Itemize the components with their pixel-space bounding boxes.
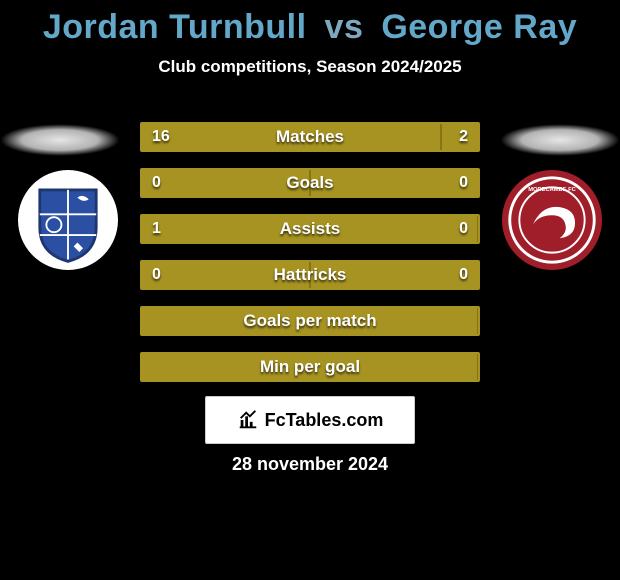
brand-badge[interactable]: FcTables.com <box>205 396 415 444</box>
stat-value-left: 0 <box>152 262 161 288</box>
footer-date: 28 november 2024 <box>0 454 620 475</box>
stat-value-right: 0 <box>459 262 468 288</box>
stat-fill-left <box>142 216 478 242</box>
subtitle: Club competitions, Season 2024/2025 <box>0 57 620 77</box>
stat-value-left: 0 <box>152 170 161 196</box>
team-crest-left <box>18 170 118 270</box>
title-player1: Jordan Turnbull <box>43 8 307 46</box>
stat-row: 10Assists <box>140 214 480 244</box>
stat-fill-left <box>142 124 441 150</box>
stat-fill-right <box>477 216 478 242</box>
crest-left-svg <box>21 173 115 267</box>
stat-row: 00Hattricks <box>140 260 480 290</box>
stat-value-right: 0 <box>459 170 468 196</box>
halo-left <box>0 124 120 156</box>
stat-fill-left <box>142 308 478 334</box>
page-title: Jordan Turnbull vs George Ray <box>0 0 620 47</box>
title-player2: George Ray <box>381 8 577 46</box>
stat-fill-right <box>477 354 478 380</box>
stat-value-right: 2 <box>459 124 468 150</box>
stat-fill-left <box>142 170 310 196</box>
stat-row: Min per goal <box>140 352 480 382</box>
stat-row: 162Matches <box>140 122 480 152</box>
team-crest-right: MORECAMBE FC <box>502 170 602 270</box>
stat-fill-left <box>142 354 478 380</box>
chart-icon <box>237 409 259 431</box>
stat-value-left: 16 <box>152 124 170 150</box>
stat-fill-left <box>142 262 310 288</box>
stat-fill-right <box>310 170 478 196</box>
crest-right-svg: MORECAMBE FC <box>504 172 600 268</box>
stat-row: 00Goals <box>140 168 480 198</box>
stat-fill-right <box>477 308 478 334</box>
stat-row: Goals per match <box>140 306 480 336</box>
stat-fill-right <box>310 262 478 288</box>
brand-text: FcTables.com <box>265 410 384 431</box>
stats-bars: 162Matches00Goals10Assists00HattricksGoa… <box>140 122 480 398</box>
stat-value-left: 1 <box>152 216 161 242</box>
stat-value-right: 0 <box>459 216 468 242</box>
crest-right-text: MORECAMBE FC <box>528 187 576 193</box>
title-vs: vs <box>325 8 364 46</box>
halo-right <box>500 124 620 156</box>
